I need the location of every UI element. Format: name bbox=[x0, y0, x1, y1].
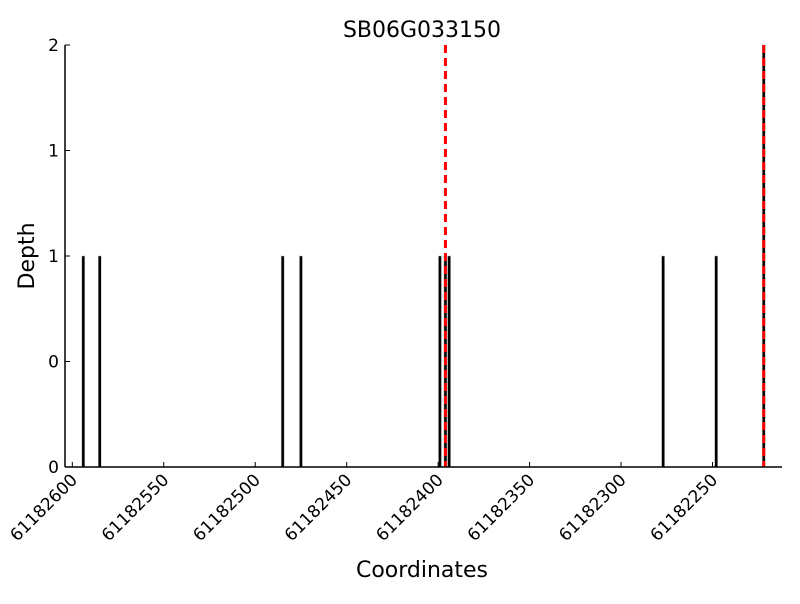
y-axis-label: Depth bbox=[15, 222, 40, 289]
x-tick-label: 61182250 bbox=[647, 470, 722, 545]
x-tick-label: 61182300 bbox=[555, 470, 630, 545]
x-tick-label: 61182600 bbox=[7, 470, 82, 545]
bar-0 bbox=[81, 255, 86, 468]
bar-1 bbox=[98, 255, 102, 468]
x-tick-label: 61182450 bbox=[281, 470, 356, 545]
bar-3 bbox=[299, 255, 303, 468]
y-tick-label: 0 bbox=[48, 353, 59, 373]
bar-7 bbox=[661, 255, 665, 468]
chart-title: SB06G033150 bbox=[343, 18, 501, 43]
x-tick-label: 61182400 bbox=[372, 470, 447, 545]
y-tick-label: 0 bbox=[48, 458, 59, 478]
x-tick-label: 61182500 bbox=[189, 470, 264, 545]
bar-6 bbox=[447, 255, 451, 468]
x-axis-label: Coordinates bbox=[356, 558, 488, 583]
bar-4 bbox=[438, 255, 442, 468]
bar-2 bbox=[280, 255, 285, 468]
y-tick-label: 1 bbox=[48, 247, 59, 267]
x-tick-label: 61182550 bbox=[98, 470, 173, 545]
y-tick-label: 1 bbox=[48, 142, 59, 162]
bar-8 bbox=[714, 255, 718, 468]
y-tick-label: 2 bbox=[48, 36, 59, 56]
x-tick-label: 61182350 bbox=[464, 470, 539, 545]
